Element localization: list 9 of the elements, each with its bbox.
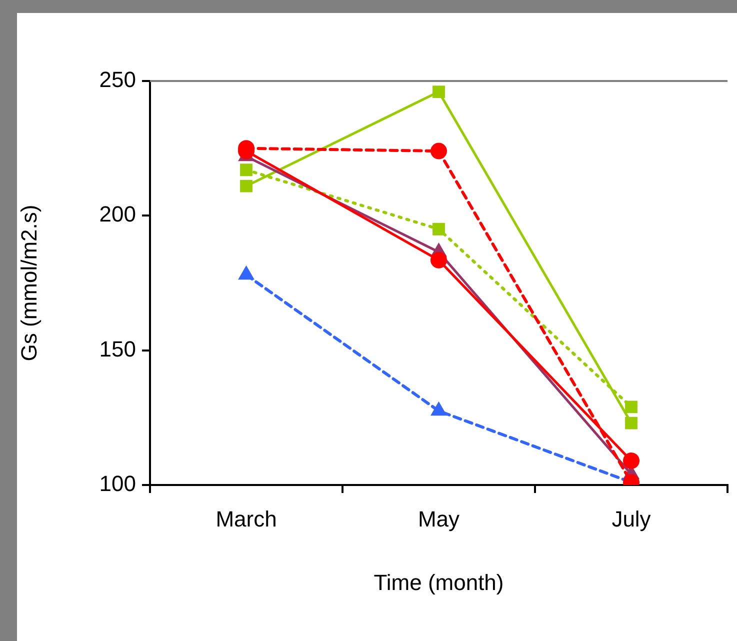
x-tick-label: March [216,506,277,532]
y-tick-label: 100 [99,471,136,496]
y-tick-label: 250 [99,67,136,92]
x-tick-label: May [418,506,460,532]
x-tick-label: July [612,506,651,532]
y-axis-title: Gs (mmol/m2.s) [16,204,42,362]
x-axis-title: Time (month) [374,570,504,595]
y-tick-label: 150 [99,336,136,362]
y-tick-label: 200 [99,202,136,227]
